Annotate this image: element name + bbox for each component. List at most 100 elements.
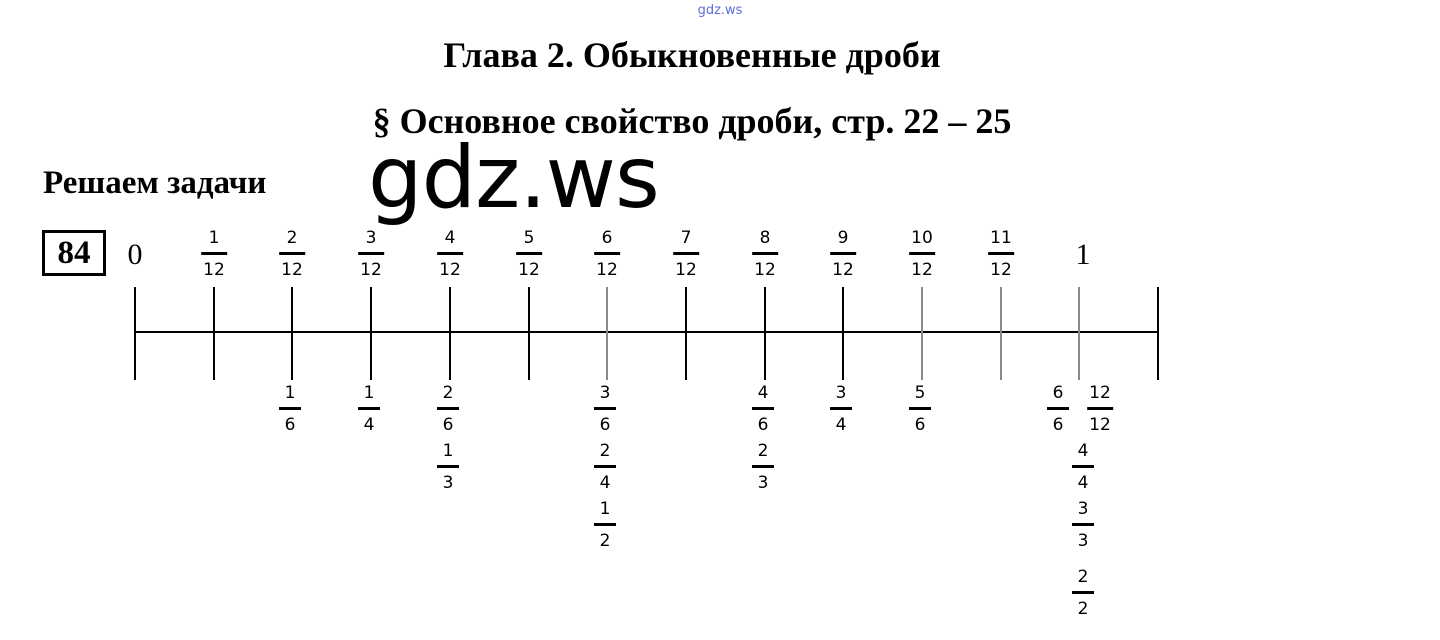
- denominator: 12: [596, 260, 618, 280]
- denominator: 6: [1052, 415, 1064, 435]
- denominator: 12: [518, 260, 540, 280]
- tick-mark: [685, 287, 687, 380]
- denominator: 3: [1077, 531, 1089, 551]
- fraction-bar: [594, 465, 616, 468]
- fraction: 11 12: [988, 228, 1014, 280]
- numerator: 3: [1077, 499, 1089, 519]
- denominator: 4: [1077, 473, 1089, 493]
- denominator: 4: [835, 415, 847, 435]
- fraction-bar: [830, 252, 856, 255]
- denominator: 12: [281, 260, 303, 280]
- tick-mark: [1000, 287, 1002, 380]
- numerator: 5: [523, 228, 535, 248]
- fraction-bar: [279, 407, 301, 410]
- denominator: 2: [599, 531, 611, 551]
- numerator: 8: [759, 228, 771, 248]
- denominator: 3: [757, 473, 769, 493]
- tick-mark: [528, 287, 530, 380]
- numerator: 2: [757, 441, 769, 461]
- tick-mark: [842, 287, 844, 380]
- start-label: 0: [127, 238, 143, 271]
- fraction: 7 12: [673, 228, 699, 280]
- numerator: 7: [680, 228, 692, 248]
- fraction-bar: [830, 407, 852, 410]
- numerator: 4: [1077, 441, 1089, 461]
- watermark-top: gdz.ws: [697, 3, 743, 18]
- numerator: 1: [208, 228, 220, 248]
- fraction-bar: [673, 252, 699, 255]
- fraction-bar: [358, 252, 384, 255]
- numerator: 12: [1089, 383, 1111, 403]
- fraction-bar: [516, 252, 542, 255]
- fraction: 6 12: [594, 228, 620, 280]
- fraction: 5 12: [516, 228, 542, 280]
- fraction-bar: [1072, 523, 1094, 526]
- denominator: 12: [832, 260, 854, 280]
- numerator: 2: [286, 228, 298, 248]
- fraction-bar: [988, 252, 1014, 255]
- fraction: 3 12: [358, 228, 384, 280]
- subheading: Решаем задачи: [43, 165, 267, 201]
- denominator: 12: [360, 260, 382, 280]
- fraction-bar: [909, 252, 935, 255]
- fraction-bar: [1047, 407, 1069, 410]
- denominator: 6: [284, 415, 296, 435]
- numerator: 4: [444, 228, 456, 248]
- fraction-bar: [1087, 407, 1113, 410]
- fraction-bar: [437, 465, 459, 468]
- fraction: 12 12: [1087, 383, 1113, 435]
- numerator: 6: [1052, 383, 1064, 403]
- number-line-end: [1157, 287, 1159, 380]
- fraction-bar: [437, 252, 463, 255]
- tick-mark: [370, 287, 372, 380]
- fraction: 8 12: [752, 228, 778, 280]
- fraction-bar: [358, 407, 380, 410]
- fraction: 10 12: [909, 228, 935, 280]
- fraction-bar: [201, 252, 227, 255]
- fraction-bar: [279, 252, 305, 255]
- numerator: 2: [599, 441, 611, 461]
- denominator: 6: [599, 415, 611, 435]
- fraction-bar: [752, 252, 778, 255]
- numerator: 3: [835, 383, 847, 403]
- fraction-bar: [1072, 465, 1094, 468]
- numerator: 3: [599, 383, 611, 403]
- fraction-bar: [594, 407, 616, 410]
- denominator: 12: [439, 260, 461, 280]
- denominator: 3: [442, 473, 454, 493]
- denominator: 6: [442, 415, 454, 435]
- tick-mark: [921, 287, 923, 380]
- fraction-bar: [1072, 591, 1094, 594]
- denominator: 12: [754, 260, 776, 280]
- denominator: 12: [1089, 415, 1111, 435]
- tick-mark: [764, 287, 766, 380]
- denominator: 12: [203, 260, 225, 280]
- tick-mark: [291, 287, 293, 380]
- number-line-axis: [135, 331, 1159, 333]
- numerator: 11: [990, 228, 1012, 248]
- numerator: 1: [363, 383, 375, 403]
- numerator: 1: [284, 383, 296, 403]
- denominator: 12: [911, 260, 933, 280]
- tick-mark: [1078, 287, 1080, 380]
- task-number: 84: [42, 230, 106, 276]
- tick-mark: [606, 287, 608, 380]
- numerator: 2: [442, 383, 454, 403]
- numerator: 4: [757, 383, 769, 403]
- tick-mark: [134, 287, 136, 380]
- denominator: 4: [599, 473, 611, 493]
- numerator: 10: [911, 228, 933, 248]
- tick-mark: [213, 287, 215, 380]
- denominator: 2: [1077, 599, 1089, 619]
